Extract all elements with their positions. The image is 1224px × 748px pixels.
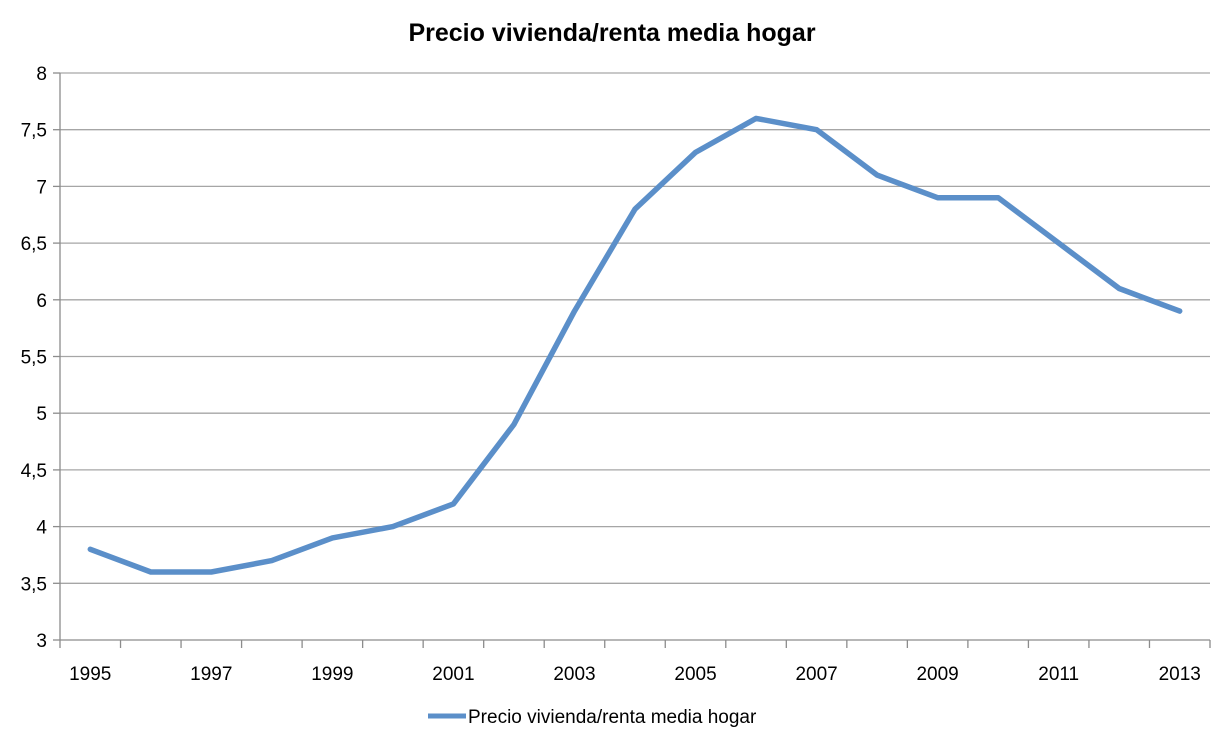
y-tick-label: 3 [36, 631, 47, 652]
y-tick-label: 7 [36, 177, 47, 198]
y-tick-label: 6 [36, 291, 47, 312]
y-tick-label: 5,5 [21, 348, 47, 369]
y-tick-label: 5 [36, 404, 47, 425]
series-line [87, 115, 1183, 575]
y-axis-ticks: 3 3,5 4 4,5 5 5,5 6 6,5 7 7,5 8 [21, 64, 60, 652]
legend-label: Precio vivienda/renta media hogar [468, 707, 757, 728]
chart-title: Precio vivienda/renta media hogar [408, 19, 815, 47]
y-tick-label: 7,5 [21, 121, 47, 142]
x-tick-label: 2003 [553, 664, 595, 685]
x-axis-ticks: 1995 1997 1999 2001 2003 2005 2007 2009 2011 2013 [59, 640, 1211, 685]
x-tick-label: 1995 [69, 664, 111, 685]
x-tick-label: 2001 [432, 664, 474, 685]
y-tick-label: 8 [36, 64, 47, 85]
x-tick-label: 1997 [190, 664, 232, 685]
x-tick-label: 1999 [311, 664, 353, 685]
y-tick-label: 4,5 [21, 461, 47, 482]
x-tick-label: 2009 [916, 664, 958, 685]
x-tick-label: 2013 [1159, 664, 1201, 685]
gridlines [60, 72, 1210, 584]
x-tick-label: 2011 [1038, 664, 1079, 685]
legend: Precio vivienda/renta media hogar [428, 707, 757, 728]
x-tick-label: 2005 [674, 664, 716, 685]
y-tick-label: 4 [36, 518, 47, 539]
y-tick-label: 6,5 [21, 234, 47, 255]
x-tick-label: 2007 [795, 664, 837, 685]
y-tick-label: 3,5 [21, 574, 47, 595]
series-group [87, 115, 1183, 575]
